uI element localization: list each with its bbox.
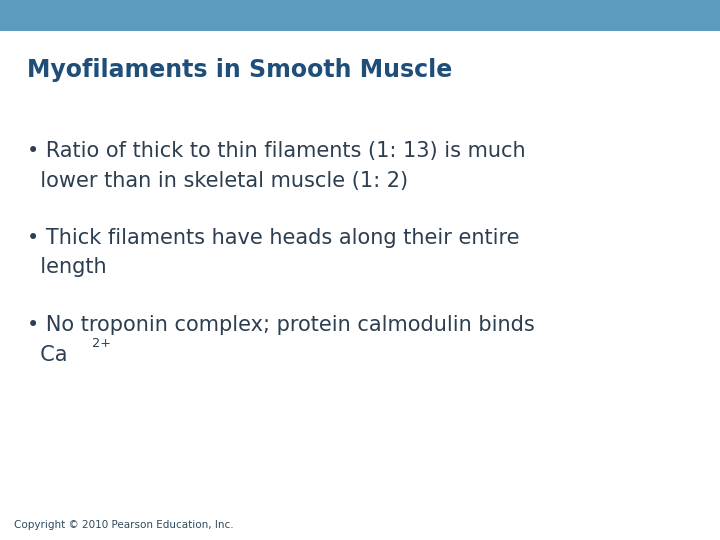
Text: length: length bbox=[27, 257, 107, 278]
Text: • Thick filaments have heads along their entire: • Thick filaments have heads along their… bbox=[27, 227, 520, 248]
Text: 2+: 2+ bbox=[92, 337, 111, 350]
Text: lower than in skeletal muscle (1: 2): lower than in skeletal muscle (1: 2) bbox=[27, 171, 408, 191]
Text: Ca: Ca bbox=[27, 345, 68, 366]
Text: Myofilaments in Smooth Muscle: Myofilaments in Smooth Muscle bbox=[27, 58, 453, 82]
Text: Copyright © 2010 Pearson Education, Inc.: Copyright © 2010 Pearson Education, Inc. bbox=[14, 520, 234, 530]
Bar bbox=[0, 0, 720, 31]
Text: • Ratio of thick to thin filaments (1: 13) is much: • Ratio of thick to thin filaments (1: 1… bbox=[27, 141, 526, 161]
Text: • No troponin complex; protein calmodulin binds: • No troponin complex; protein calmoduli… bbox=[27, 315, 535, 335]
